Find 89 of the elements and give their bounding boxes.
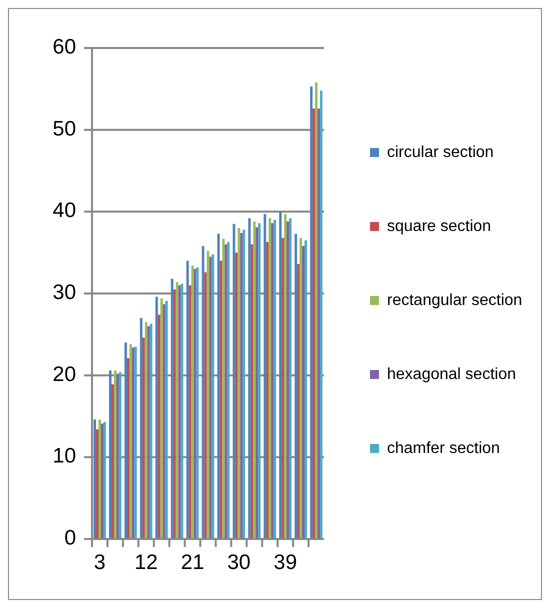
x-tick-label: 39 — [274, 551, 298, 574]
bar — [224, 244, 228, 539]
bar — [178, 285, 181, 539]
bar — [256, 227, 258, 539]
bar — [253, 221, 256, 539]
bar — [173, 289, 176, 539]
bar — [124, 342, 127, 539]
bar — [217, 234, 220, 539]
bar — [294, 234, 298, 539]
bar — [188, 285, 192, 539]
y-tick-label: 40 — [52, 199, 76, 222]
legend-label: square section — [387, 218, 492, 236]
bar — [176, 282, 178, 539]
legend-label: hexagonal section — [387, 366, 516, 384]
bar — [158, 314, 160, 539]
x-tick-label: 30 — [227, 551, 251, 574]
bar — [142, 338, 145, 539]
bar — [304, 240, 307, 539]
bar — [103, 422, 106, 539]
bar — [170, 278, 174, 539]
y-tick-label: 30 — [52, 281, 76, 304]
bar — [100, 424, 104, 539]
bar — [264, 214, 266, 539]
legend-label: rectangular section — [387, 292, 522, 310]
bar — [235, 252, 238, 539]
bar — [94, 420, 96, 539]
bar — [162, 304, 166, 539]
bar — [279, 212, 282, 539]
bar — [129, 344, 132, 539]
bar — [98, 420, 101, 539]
bar — [209, 256, 212, 539]
bar — [165, 300, 168, 539]
bar — [238, 228, 240, 539]
bar — [282, 238, 284, 539]
y-tick-label: 60 — [52, 36, 76, 59]
bar — [318, 108, 320, 539]
bar — [248, 218, 251, 539]
bar — [297, 264, 300, 539]
bar — [258, 223, 261, 539]
bar — [116, 374, 119, 539]
bar — [315, 82, 318, 539]
bar — [300, 238, 302, 539]
bar — [240, 232, 243, 539]
bar — [118, 372, 122, 539]
bar — [202, 246, 204, 539]
bar — [140, 318, 142, 539]
bar — [147, 326, 150, 539]
bar — [204, 272, 207, 539]
bar — [132, 348, 134, 539]
bar — [266, 242, 269, 539]
bar — [111, 384, 114, 539]
bar — [160, 298, 163, 539]
bar — [242, 230, 246, 539]
bar — [196, 267, 199, 539]
bar — [312, 108, 316, 539]
bar — [310, 86, 313, 539]
bar — [144, 322, 148, 539]
bar — [150, 324, 152, 539]
y-tick-label: 50 — [52, 117, 76, 140]
bar — [126, 358, 130, 539]
bar — [320, 90, 322, 539]
bar — [191, 266, 194, 539]
x-tick-label: 3 — [94, 551, 106, 574]
bar — [284, 214, 287, 539]
bar — [222, 238, 225, 539]
bar — [271, 223, 274, 539]
bar — [250, 244, 254, 539]
bar — [227, 242, 230, 539]
bar — [186, 260, 189, 539]
bar — [96, 429, 98, 539]
bar — [212, 254, 214, 539]
bar — [232, 224, 236, 539]
bar — [274, 220, 276, 539]
legend-label: circular section — [387, 144, 494, 162]
legend-label: chamfer section — [387, 440, 500, 458]
y-tick-label: 0 — [64, 526, 76, 550]
bar — [134, 346, 137, 539]
bar — [289, 218, 292, 539]
y-tick-label: 10 — [52, 444, 76, 468]
y-tick-label: 20 — [52, 362, 76, 386]
bar — [180, 284, 184, 539]
bar — [268, 218, 272, 539]
bar — [109, 370, 112, 539]
x-tick-label: 12 — [134, 551, 158, 574]
bar — [302, 246, 305, 539]
bar — [155, 296, 158, 539]
x-tick-label: 21 — [180, 551, 204, 574]
bar — [114, 370, 116, 539]
bar — [286, 221, 290, 539]
